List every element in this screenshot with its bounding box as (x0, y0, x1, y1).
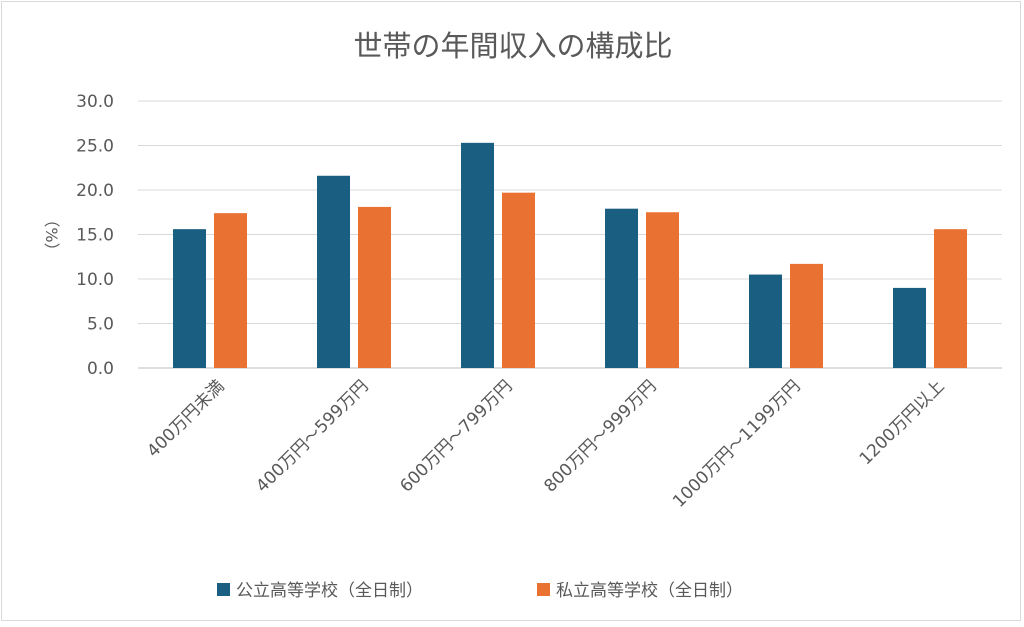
bar-private (646, 212, 679, 368)
y-tick-label: 30.0 (76, 92, 114, 112)
y-tick-label: 0.0 (87, 359, 114, 379)
legend-swatch (537, 583, 550, 596)
legend-label: 私立高等学校（全日制） (556, 581, 743, 601)
y-tick-label: 15.0 (76, 226, 114, 246)
bar-public (173, 229, 206, 368)
legend-label: 公立高等学校（全日制） (236, 581, 423, 601)
y-tick-label: 20.0 (76, 181, 114, 201)
legend-swatch (217, 583, 230, 596)
bar-public (749, 274, 782, 368)
x-tick-label: 400万円未満 (143, 376, 228, 461)
x-tick-label: 1200万円以上 (856, 376, 949, 469)
chart-title: 世帯の年間収入の構成比 (353, 29, 672, 63)
bar-private (214, 213, 247, 368)
bar-public (317, 175, 350, 368)
x-tick-label: 400万円～599万円 (252, 376, 372, 496)
x-tick-label: 600万円～799万円 (396, 376, 516, 496)
y-axis-label: （%） (42, 211, 61, 258)
y-tick-label: 5.0 (87, 315, 114, 335)
bar-private (502, 192, 535, 368)
gridlines (138, 100, 1002, 369)
x-axis-ticks: 400万円未満 400万円～599万円 600万円～799万円 800万円～999万円… (143, 376, 948, 511)
y-axis-ticks: 0.0 5.0 10.0 15.0 20.0 25.0 30.0 (76, 92, 114, 379)
bars (173, 142, 967, 368)
y-tick-label: 25.0 (76, 137, 114, 157)
bar-public (893, 287, 926, 368)
bar-public (461, 142, 494, 368)
bar-public (605, 208, 638, 368)
bar-private (790, 263, 823, 368)
y-tick-label: 10.0 (76, 270, 114, 290)
bar-private (358, 206, 391, 368)
x-tick-label: 800万円～999万円 (540, 376, 660, 496)
x-tick-label: 1000万円～1199万円 (669, 376, 804, 511)
bar-private (934, 229, 967, 368)
legend: 公立高等学校（全日制） 私立高等学校（全日制） (217, 581, 743, 601)
